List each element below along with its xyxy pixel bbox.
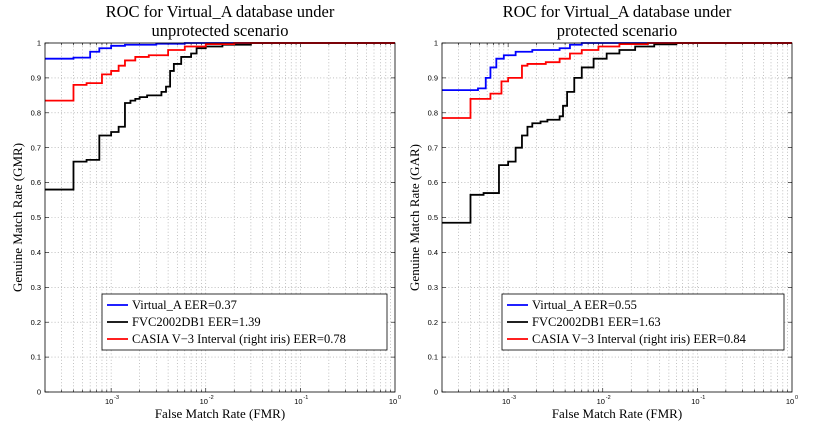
x-tick-label-exponent: 0 — [398, 395, 401, 401]
x-tick-label-exponent: -3 — [511, 395, 516, 401]
legend: Virtual_A EER=0.55 FVC2002DB1 EER=1.63 CAS… — [501, 293, 785, 351]
legend-entry: Virtual_A EER=0.55 — [532, 298, 637, 312]
y-tick-label: 0.2 — [31, 318, 41, 327]
y-tick-label: 0.3 — [428, 283, 438, 292]
x-axis-label: False Match Rate (FMR) — [155, 406, 285, 421]
y-tick-label: 0.7 — [428, 143, 438, 152]
axes-box — [441, 42, 793, 393]
y-axis-label: Genuine Match Rate (GMR) — [10, 143, 25, 292]
roc-curve-2 — [442, 42, 792, 224]
x-tick-label-exponent: -2 — [606, 395, 611, 401]
y-tick-label: 0 — [37, 388, 41, 397]
x-tick-label: 10 — [597, 397, 605, 406]
y-tick-label: 0.6 — [428, 178, 438, 187]
y-tick-label: 0.9 — [31, 74, 41, 83]
x-tick-label: 10 — [105, 397, 113, 406]
legend-entry: FVC2002DB1 EER=1.39 — [132, 315, 261, 329]
y-tick-label: 0.7 — [31, 143, 41, 152]
x-tick-label: 10 — [294, 397, 302, 406]
axes-box — [44, 42, 396, 393]
y-tick-label: 0.2 — [428, 318, 438, 327]
chart-title: ROC for Virtual_A database under — [106, 2, 335, 21]
legend-box — [101, 293, 388, 351]
x-tick-label: 10 — [786, 397, 794, 406]
chart-title: protected scenario — [557, 21, 677, 40]
y-tick-label: 0.8 — [428, 108, 438, 117]
y-tick-label: 0.1 — [428, 353, 438, 362]
legend-box — [501, 293, 785, 351]
legend-entry: FVC2002DB1 EER=1.63 — [532, 315, 661, 329]
roc-curve-1 — [45, 42, 395, 60]
y-tick-label: 1 — [37, 39, 41, 48]
roc-curve-3 — [442, 42, 792, 119]
y-tick-label: 0.5 — [428, 213, 438, 222]
y-tick-label: 1 — [434, 39, 438, 48]
x-tick-label: 10 — [691, 397, 699, 406]
legend: Virtual_A EER=0.37 FVC2002DB1 EER=1.39 CAS… — [101, 293, 388, 351]
x-tick-label: 10 — [389, 397, 397, 406]
x-tick-label-exponent: -1 — [700, 395, 705, 401]
x-tick-label: 10 — [200, 397, 208, 406]
y-tick-label: 0.9 — [428, 74, 438, 83]
roc-curve-2 — [45, 42, 395, 191]
roc-curve-1 — [442, 42, 792, 92]
x-tick-label-exponent: 0 — [795, 395, 798, 401]
x-tick-label-exponent: -2 — [209, 395, 214, 401]
chart-title: unprotected scenario — [152, 21, 289, 40]
y-tick-label: 0.4 — [428, 248, 438, 257]
y-tick-label: 0 — [434, 388, 438, 397]
x-tick-label-exponent: -3 — [114, 395, 119, 401]
legend-entry: CASIA V−3 Interval (right iris) EER=0.84 — [532, 332, 747, 346]
chart-title: ROC for Virtual_A database under — [503, 2, 732, 21]
y-tick-label: 0.1 — [31, 353, 41, 362]
x-axis-label: False Match Rate (FMR) — [552, 406, 682, 421]
y-tick-label: 0.3 — [31, 283, 41, 292]
y-axis-label: Genuine Match Rate (GAR) — [407, 144, 422, 291]
x-tick-label: 10 — [502, 397, 510, 406]
y-tick-label: 0.8 — [31, 108, 41, 117]
legend-entry: Virtual_A EER=0.37 — [132, 298, 237, 312]
roc-curve-3 — [45, 42, 395, 102]
y-tick-label: 0.4 — [31, 248, 41, 257]
legend-entry: CASIA V−3 Interval (right iris) EER=0.78 — [132, 332, 346, 346]
x-tick-label-exponent: -1 — [303, 395, 308, 401]
y-tick-label: 0.5 — [31, 213, 41, 222]
y-tick-label: 0.6 — [31, 178, 41, 187]
